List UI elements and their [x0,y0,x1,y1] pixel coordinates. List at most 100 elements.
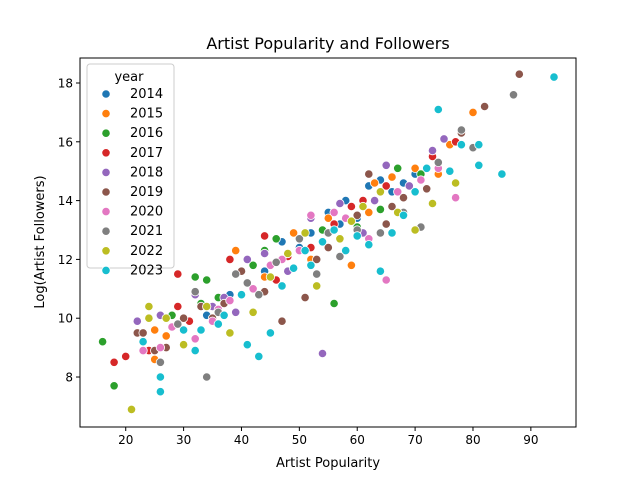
data-point-2019 [381,219,391,229]
y-tick-label: 18 [58,76,73,90]
data-point-2019 [514,69,524,79]
data-point-2022 [427,198,438,209]
data-point-2016 [248,260,258,270]
data-point-2023 [456,140,466,150]
data-point-2022 [300,228,310,238]
data-point-2019 [479,101,490,112]
data-point-2021 [190,287,200,297]
data-point-2023 [317,237,328,247]
data-point-2023 [433,104,443,115]
data-point-2023 [352,231,362,241]
data-point-2023 [364,240,374,250]
data-point-2017 [346,201,356,212]
data-point-2018 [381,160,391,170]
data-point-2023 [300,246,310,256]
data-point-2021 [508,90,519,100]
data-point-2018 [369,196,380,206]
data-point-2023 [329,225,339,235]
legend-marker-2021 [101,226,111,236]
data-point-2023 [236,290,247,300]
data-point-2022 [265,272,275,282]
data-point-2018 [242,254,252,264]
data-point-2021 [433,157,443,167]
plot-frame [79,57,577,428]
legend-label-2022: 2022 [130,244,163,259]
legend-marker-2022 [101,246,111,256]
data-point-2022 [375,187,385,197]
data-point-2021 [312,269,322,279]
data-point-2015 [323,213,333,223]
data-point-2021 [335,251,345,262]
x-axis: 20 30 40 50 60 70 80 90 [118,427,538,447]
data-point-2018 [317,348,328,359]
data-point-2017 [259,231,270,241]
data-point-2023 [549,72,559,82]
data-point-2020 [248,284,258,294]
data-point-2022 [335,234,345,244]
data-point-2021 [254,290,264,300]
y-tick-label: 16 [58,135,73,149]
data-point-2019 [277,316,287,326]
data-point-2015 [346,260,356,270]
legend-label-2016: 2016 [130,126,163,141]
data-point-2022 [248,307,258,317]
x-tick-label: 90 [523,433,538,447]
data-point-2017 [121,351,131,361]
data-point-2023 [474,140,484,150]
x-tick-label: 50 [292,433,307,447]
legend-label-2017: 2017 [130,146,163,161]
data-point-2019 [422,184,432,194]
data-point-2020 [381,275,391,285]
legend-marker-2015 [101,109,111,119]
data-point-2021 [375,228,385,238]
data-point-2023 [155,387,165,397]
data-point-2016 [190,272,200,282]
data-point-2022 [410,225,420,235]
data-point-2020 [306,210,316,220]
data-point-2020 [138,345,148,356]
legend-label-2015: 2015 [130,107,163,122]
data-point-2015 [387,172,397,182]
data-point-2018 [335,198,345,209]
data-point-2022 [144,301,154,312]
data-point-2022 [312,281,322,291]
data-point-2021 [242,278,252,288]
data-point-2019 [300,292,310,303]
data-point-2022 [161,313,171,323]
data-point-2019 [387,201,397,212]
data-point-2023 [213,319,223,329]
legend-label-2019: 2019 [130,185,163,200]
x-tick-label: 20 [118,433,133,447]
data-point-2022 [179,340,189,350]
data-point-2016 [109,381,119,391]
data-point-2016 [98,337,108,347]
data-point-2023 [277,281,287,291]
data-point-2019 [138,328,148,338]
data-point-2021 [202,372,212,382]
data-point-2018 [404,181,414,191]
legend-label-2018: 2018 [130,165,163,180]
data-point-2019 [364,169,374,179]
data-point-2021 [294,234,304,244]
data-point-2023 [341,246,351,256]
data-point-2019 [323,243,333,253]
legend-label-2021: 2021 [130,224,163,239]
y-tick-label: 10 [58,312,73,326]
x-tick-label: 70 [407,433,422,447]
y-tick-label: 12 [58,253,73,267]
data-point-2020 [416,175,426,185]
legend-label-2023: 2023 [130,263,163,278]
legend-marker-2016 [101,128,111,138]
data-point-2021 [231,269,241,279]
data-point-2023 [398,210,409,220]
data-point-2017 [381,181,391,191]
data-point-2021 [271,257,281,267]
data-point-2017 [109,357,119,367]
data-point-2018 [427,146,438,156]
data-point-2018 [132,316,142,326]
data-point-2018 [259,248,270,259]
data-point-2016 [329,298,339,309]
data-point-2023 [497,169,507,179]
